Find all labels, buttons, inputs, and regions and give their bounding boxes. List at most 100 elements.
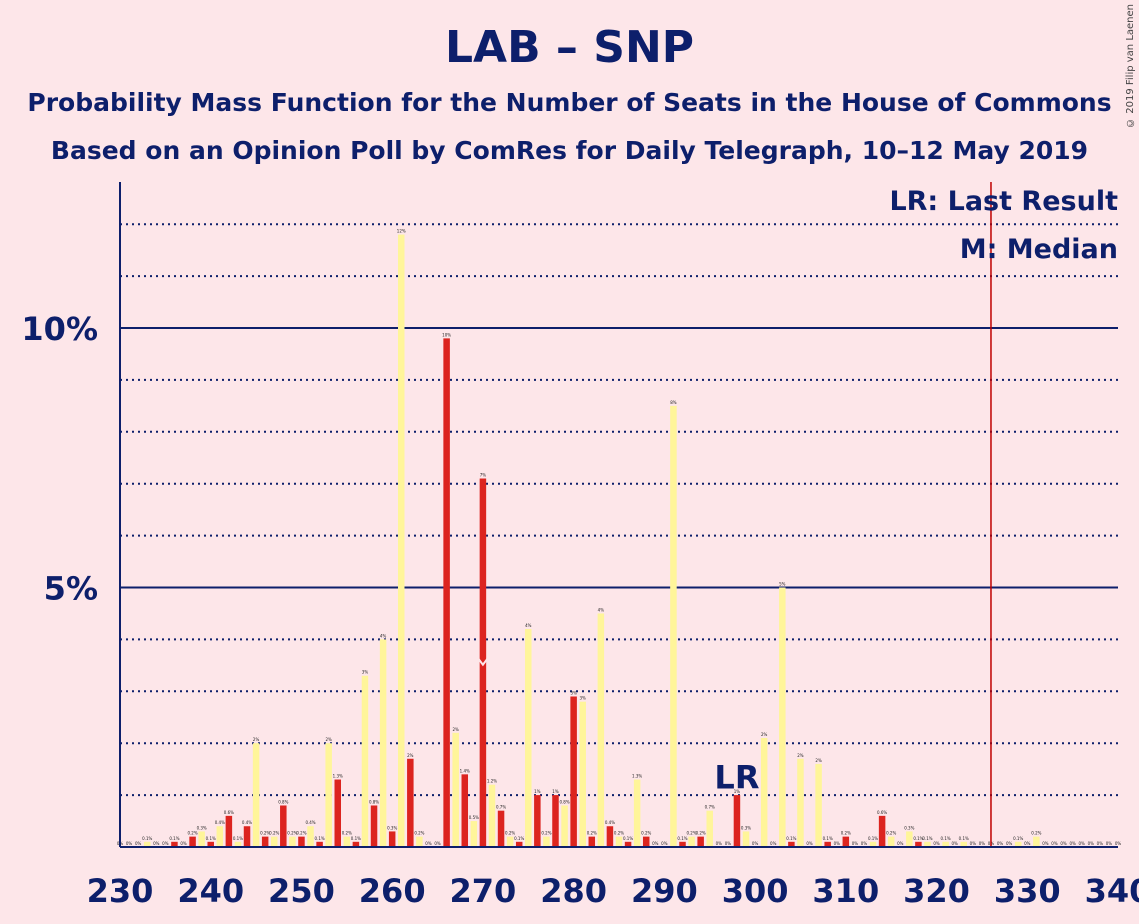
snp-bar-315	[887, 836, 895, 847]
lab-bar-label-332: 0%	[1042, 841, 1049, 846]
lab-bar-label-268: 1.4%	[460, 768, 470, 773]
snp-bar-319	[924, 841, 931, 847]
snp-bar-label-271: 1.2%	[487, 779, 497, 784]
lab-bar-label-234: 0%	[153, 841, 160, 846]
legend-median: M: Median	[960, 234, 1118, 265]
axes: 230 240 250 260 270 280 290 300 310 320 330 340 5% 10…	[21, 182, 1139, 910]
snp-bar-295	[706, 810, 713, 847]
snp-bar-251	[307, 826, 314, 847]
grid-lines	[120, 223, 1118, 797]
x-tick-label-280: 280	[540, 872, 607, 910]
snp-bar-239	[198, 831, 205, 847]
snp-bar-label-321: 0.1%	[941, 836, 951, 841]
lab-bar-236	[171, 841, 178, 847]
lab-bar-label-264: 0%	[425, 841, 432, 846]
snp-bar-label-261: 12%	[397, 229, 406, 234]
x-tick-label-300: 300	[722, 872, 789, 910]
lab-bar-238	[189, 836, 196, 847]
snp-bar-label-305: 2%	[797, 753, 804, 758]
lab-bar-256	[352, 841, 360, 847]
lab-bar-label-276: 1%	[534, 789, 541, 794]
snp-bar-257	[361, 675, 369, 847]
lab-bar-label-306: 0%	[806, 841, 813, 846]
snp-bar-label-281: 3%	[580, 696, 587, 701]
snp-bar-label-259: 4%	[380, 633, 387, 638]
lab-bar-label-266: 10%	[442, 332, 451, 337]
snp-bar-label-301: 2%	[761, 732, 768, 737]
snp-bar-label-275: 4%	[525, 623, 532, 628]
lab-bar-label-322: 0%	[952, 841, 959, 846]
snp-bar-label-325: 0%	[979, 841, 986, 846]
legend-last-result: LR: Last Result	[889, 186, 1118, 217]
snp-bar-label-337: 0%	[1088, 841, 1095, 846]
lab-bar-240	[207, 841, 214, 847]
lab-bar-label-238: 0.2%	[187, 831, 197, 836]
snp-bar-label-299: 0.3%	[741, 825, 751, 830]
snp-bar-279	[561, 805, 568, 847]
lab-bar-label-252: 0.1%	[315, 836, 325, 841]
snp-bar-label-237: 0%	[180, 841, 187, 846]
lab-bar-label-272: 0.7%	[496, 805, 506, 810]
x-tick-label-340: 340	[1085, 872, 1139, 910]
x-tick-label-230: 230	[87, 872, 154, 910]
snp-bar-label-291: 8%	[670, 400, 677, 405]
lab-bar-280	[570, 696, 577, 847]
snp-bar-267	[452, 732, 459, 847]
snp-bar-label-331: 0.2%	[1031, 831, 1041, 836]
snp-bar-label-245: 2%	[253, 737, 260, 742]
lab-bar-254	[334, 779, 341, 847]
snp-bar-label-257: 3%	[362, 670, 369, 675]
lab-bar-label-286: 0.1%	[623, 836, 633, 841]
snp-bar-label-265: 0%	[434, 841, 441, 846]
lab-bar-label-274: 0.1%	[514, 836, 524, 841]
y-tick-label-5: 5%	[44, 570, 98, 608]
snp-bar-259	[379, 639, 387, 847]
snp-bar-label-247: 0.2%	[269, 831, 279, 836]
snp-bar-label-255: 0.2%	[342, 831, 352, 836]
snp-bar-273	[506, 836, 514, 847]
lab-bar-272	[497, 810, 505, 847]
snp-bar-label-327: 0%	[997, 841, 1004, 846]
chart-title: LAB – SNP	[444, 22, 695, 73]
x-tick-label-240: 240	[177, 872, 244, 910]
lab-bar-260	[388, 831, 396, 847]
snp-bar-label-239: 0.3%	[197, 825, 207, 830]
lab-bar-label-310: 0.2%	[841, 831, 851, 836]
lab-bar-label-270: 7%	[480, 473, 487, 478]
lab-bar-304	[788, 841, 795, 847]
lab-bar-label-254: 1.3%	[333, 774, 343, 779]
snp-bar-label-233: 0.1%	[142, 836, 152, 841]
lab-bar-label-292: 0.1%	[677, 836, 687, 841]
lab-bar-label-294: 0.2%	[696, 831, 706, 836]
lab-bar-266	[443, 338, 450, 847]
lab-bar-label-298: 1%	[734, 789, 741, 794]
lab-bar-298	[733, 795, 741, 847]
lab-bar-label-240: 0.1%	[206, 836, 216, 841]
lab-bar-label-328: 0%	[1006, 841, 1013, 846]
lab-bar-label-244: 0.4%	[242, 820, 252, 825]
snp-bar-label-309: 0%	[834, 841, 841, 846]
lab-bar-label-236: 0.1%	[169, 836, 179, 841]
snp-bar-label-311: 0%	[852, 841, 859, 846]
lab-bar-278	[552, 795, 559, 847]
x-tick-label-260: 260	[359, 872, 426, 910]
snp-bar-label-283: 4%	[598, 607, 605, 612]
lab-bar-label-296: 0%	[716, 841, 723, 846]
lab-bar-label-256: 0.1%	[351, 836, 361, 841]
snp-bar-263	[416, 836, 423, 847]
snp-bar-281	[579, 701, 586, 847]
snp-bar-label-285: 0.2%	[614, 831, 624, 836]
snp-bar-label-339: 0%	[1106, 841, 1113, 846]
snp-bar-label-333: 0%	[1051, 841, 1058, 846]
lab-bar-294	[697, 836, 704, 847]
snp-bar-label-319: 0.1%	[922, 836, 932, 841]
lab-bar-label-300: 0%	[752, 841, 759, 846]
x-tick-label-290: 290	[631, 872, 698, 910]
lab-bar-248	[280, 805, 287, 847]
lab-bar-label-284: 0.4%	[605, 820, 615, 825]
snp-bar-275	[525, 629, 532, 847]
snp-bar-label-251: 0.4%	[305, 820, 315, 825]
snp-bar-label-263: 0.2%	[414, 831, 424, 836]
lab-bar-label-278: 1%	[552, 789, 559, 794]
lab-bar-284	[606, 826, 614, 847]
